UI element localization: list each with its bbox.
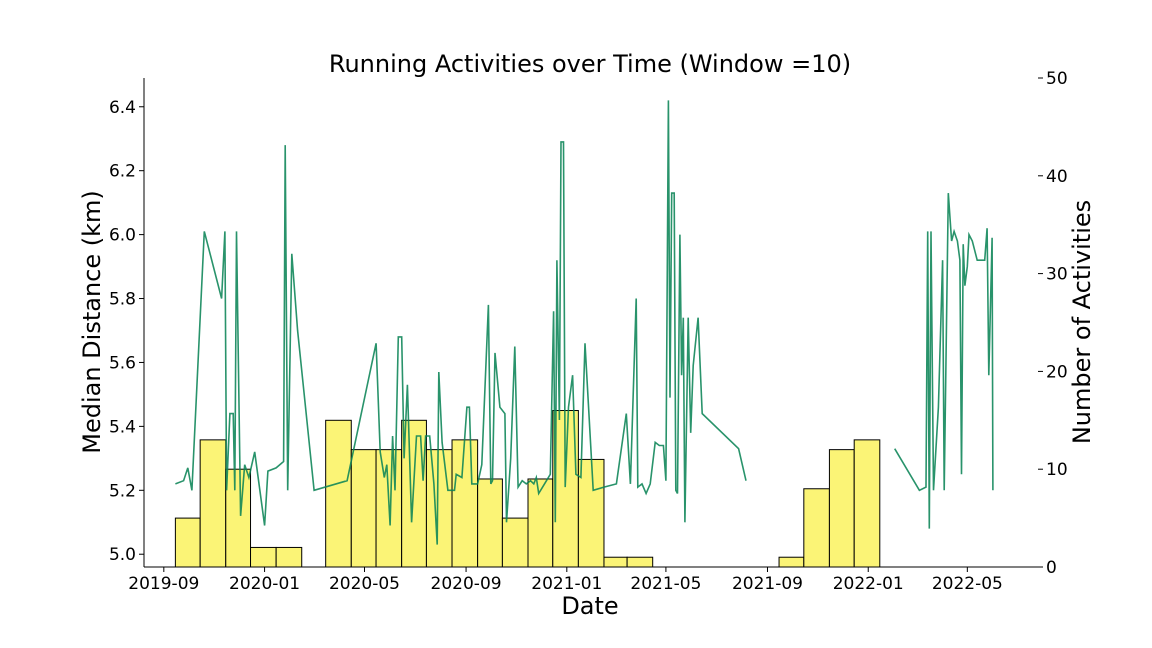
x-tick-label: 2020-01 bbox=[229, 574, 300, 594]
median-distance-line bbox=[175, 100, 994, 545]
axes bbox=[143, 78, 1040, 568]
histogram-bar bbox=[828, 449, 855, 568]
histogram-bar bbox=[626, 556, 654, 568]
y-left-tick-label: 5.8 bbox=[109, 290, 136, 310]
histogram-bar bbox=[803, 488, 830, 568]
y-right-tick-label: 20 bbox=[1046, 362, 1068, 382]
y-right-ticks: 0 10 20 30 40 50 bbox=[1038, 69, 1068, 578]
histogram-bar bbox=[350, 449, 377, 568]
y-right-axis-label: Number of Activities bbox=[1068, 200, 1096, 444]
histogram-bar bbox=[275, 546, 303, 568]
y-right-tick-label: 0 bbox=[1046, 558, 1057, 578]
y-left-tick-label: 5.2 bbox=[109, 481, 136, 501]
histogram-bar bbox=[451, 439, 479, 568]
histogram-bar bbox=[425, 449, 453, 568]
y-right-tick-label: 40 bbox=[1046, 167, 1068, 187]
x-tick-label: 2021-01 bbox=[531, 574, 602, 594]
histogram-bar bbox=[778, 556, 805, 568]
chart-title: Running Activities over Time (Window =10… bbox=[329, 50, 851, 78]
y-left-tick-label: 5.0 bbox=[109, 545, 136, 565]
y-right-tick-label: 10 bbox=[1046, 460, 1068, 480]
histogram-bar bbox=[199, 439, 227, 568]
x-tick-label: 2021-09 bbox=[732, 574, 803, 594]
histogram-bar bbox=[853, 439, 881, 568]
y-left-axis-label: Median Distance (km) bbox=[78, 190, 106, 454]
x-tick-label: 2022-05 bbox=[932, 574, 1003, 594]
y-left-tick-label: 6.4 bbox=[109, 98, 136, 118]
y-left-ticks: 5.0 5.2 5.4 5.6 5.8 6.0 6.2 6.4 bbox=[109, 98, 144, 565]
histogram-bar bbox=[603, 556, 628, 568]
x-tick-label: 2020-05 bbox=[329, 574, 400, 594]
histogram-bar bbox=[325, 419, 352, 568]
x-tick-label: 2021-05 bbox=[630, 574, 701, 594]
x-tick-label: 2022-01 bbox=[833, 574, 904, 594]
median-distance-line-segment bbox=[894, 193, 994, 529]
median-distance-line-segment bbox=[175, 100, 747, 545]
y-left-tick-label: 5.4 bbox=[109, 417, 136, 437]
histogram-bar bbox=[250, 546, 277, 568]
y-left-tick-label: 6.2 bbox=[109, 162, 136, 182]
y-left-tick-label: 5.6 bbox=[109, 353, 136, 373]
y-right-tick-label: 30 bbox=[1046, 265, 1068, 285]
x-tick-label: 2020-09 bbox=[431, 574, 502, 594]
y-left-tick-label: 6.0 bbox=[109, 226, 136, 246]
x-tick-label: 2019-09 bbox=[128, 574, 199, 594]
histogram-bar bbox=[174, 517, 201, 568]
histogram-bar bbox=[401, 419, 427, 568]
y-right-tick-label: 50 bbox=[1046, 69, 1068, 89]
histogram-bar bbox=[225, 468, 252, 568]
histogram-bars bbox=[174, 410, 881, 568]
histogram-bar bbox=[501, 517, 529, 568]
histogram-bar bbox=[577, 458, 605, 568]
x-ticks: 2019-09 2020-01 2020-05 2020-09 2021-01 2021-… bbox=[128, 567, 1003, 594]
x-axis-label: Date bbox=[561, 592, 618, 620]
histogram-bar bbox=[477, 478, 503, 568]
